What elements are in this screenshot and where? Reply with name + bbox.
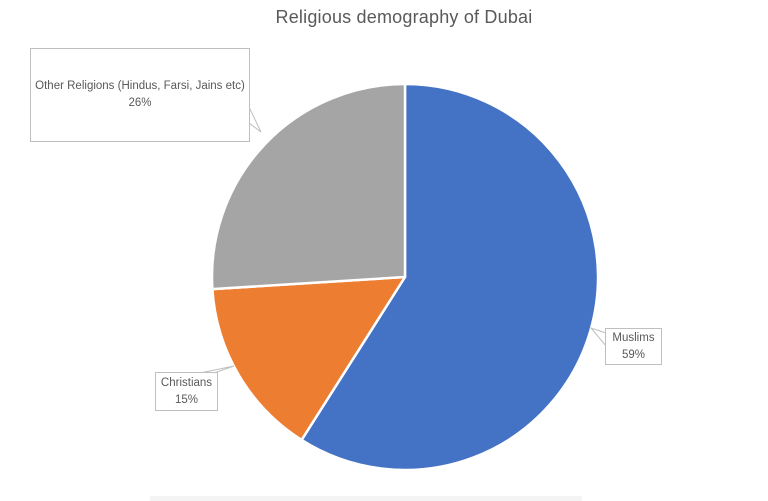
pie-slices [210, 82, 600, 472]
data-label-other: Other Religions (Hindus, Farsi, Jains et… [30, 48, 250, 142]
bottom-edge-strip [150, 496, 582, 501]
data-label-muslims: Muslims 59% [605, 328, 662, 365]
data-label-christians-pct: 15% [174, 393, 199, 406]
chart-title: Religious demography of Dubai [275, 7, 533, 27]
pie-slice-other [210, 82, 407, 291]
data-label-christians: Christians 15% [155, 372, 218, 411]
data-label-muslims-pct: 59% [621, 348, 646, 361]
pie-slice-muslims [300, 82, 600, 472]
pie-slice-christians [211, 275, 407, 442]
callout-pointer-other [248, 106, 262, 133]
data-label-christians-name: Christians [160, 376, 213, 389]
callout-pointer-muslims [589, 326, 607, 348]
data-label-other-name: Other Religions (Hindus, Farsi, Jains et… [35, 80, 245, 93]
data-label-muslims-name: Muslims [612, 331, 655, 344]
data-label-other-pct: 26% [128, 97, 152, 109]
